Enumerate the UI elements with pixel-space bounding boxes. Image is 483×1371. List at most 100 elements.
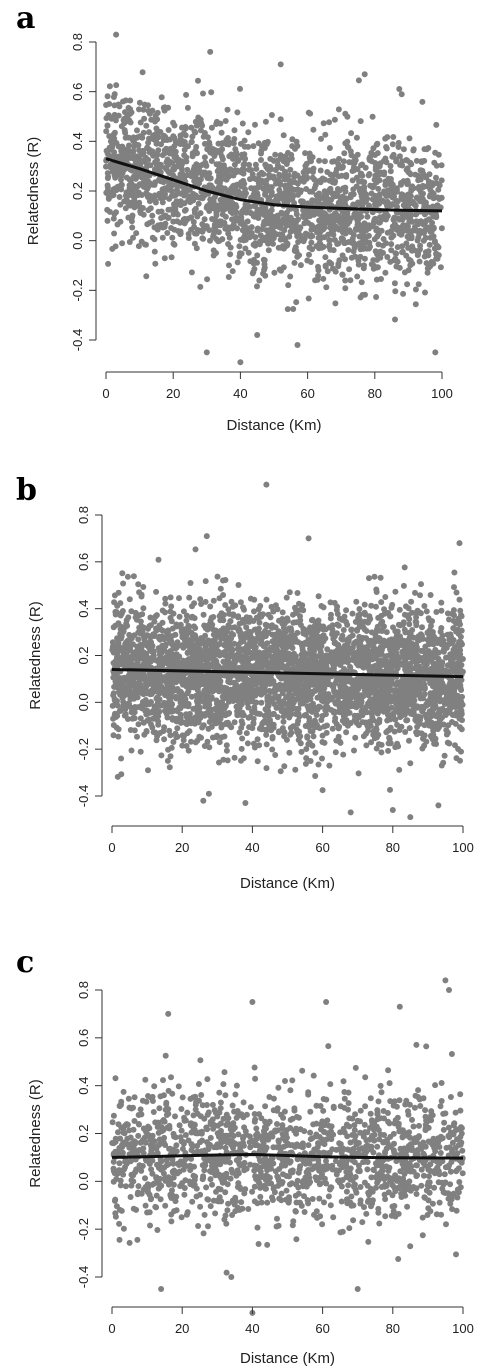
data-point xyxy=(103,102,110,108)
data-point xyxy=(165,214,172,221)
data-point xyxy=(265,247,272,254)
y-tick-label: -0.4 xyxy=(70,329,85,351)
data-point xyxy=(330,231,337,238)
data-point xyxy=(162,220,169,227)
data-point xyxy=(352,734,359,741)
data-point xyxy=(165,127,172,133)
data-point xyxy=(116,103,123,110)
data-point xyxy=(239,682,246,689)
data-point xyxy=(153,150,160,157)
data-point xyxy=(294,253,301,260)
data-point xyxy=(117,218,124,225)
data-point xyxy=(118,186,125,193)
data-point xyxy=(255,215,262,221)
data-point xyxy=(271,269,278,276)
data-point xyxy=(274,162,281,169)
data-point xyxy=(258,699,265,706)
data-point xyxy=(287,725,294,731)
data-point xyxy=(339,223,346,230)
data-point xyxy=(372,248,379,255)
data-point xyxy=(140,211,147,218)
data-point xyxy=(238,250,245,257)
data-point xyxy=(363,239,370,246)
data-point xyxy=(357,178,364,185)
data-point xyxy=(209,216,216,222)
data-point xyxy=(412,618,419,625)
data-point xyxy=(199,227,206,234)
data-point xyxy=(250,143,257,150)
data-point xyxy=(268,207,275,214)
data-point xyxy=(307,110,314,117)
data-point xyxy=(213,221,220,228)
data-point xyxy=(293,299,300,306)
data-point xyxy=(418,189,424,196)
data-point xyxy=(432,349,439,356)
data-point xyxy=(344,113,351,120)
y-tick-label: 0.4 xyxy=(70,132,85,150)
data-point xyxy=(231,754,238,761)
data-point xyxy=(216,595,223,602)
data-point xyxy=(171,122,178,129)
data-point xyxy=(188,124,195,131)
data-point xyxy=(214,573,221,580)
data-point xyxy=(369,113,376,120)
x-tick-label: 40 xyxy=(233,386,247,401)
data-point xyxy=(354,273,361,280)
data-point xyxy=(375,241,382,248)
data-point xyxy=(376,163,383,170)
data-point xyxy=(227,244,234,251)
data-point xyxy=(339,163,346,170)
data-point xyxy=(407,262,414,269)
data-point xyxy=(182,206,189,213)
data-point xyxy=(412,286,419,293)
data-point xyxy=(227,618,234,625)
data-point xyxy=(141,731,148,738)
data-point xyxy=(246,234,253,241)
data-point xyxy=(231,719,238,726)
data-point xyxy=(192,546,199,553)
data-point xyxy=(287,189,294,196)
data-point xyxy=(308,232,315,239)
data-point xyxy=(399,158,406,165)
data-point xyxy=(152,260,159,267)
data-point xyxy=(222,118,229,124)
data-point xyxy=(382,178,389,185)
data-point xyxy=(391,280,398,287)
data-point xyxy=(366,155,373,162)
data-point xyxy=(275,628,282,635)
data-point xyxy=(138,593,145,600)
data-point xyxy=(421,230,427,236)
data-point xyxy=(111,111,118,118)
data-point xyxy=(383,144,390,150)
data-point xyxy=(160,213,167,220)
data-point xyxy=(438,194,445,201)
data-point xyxy=(147,205,154,212)
data-point xyxy=(106,83,113,90)
data-point xyxy=(185,235,192,241)
data-point xyxy=(168,603,175,610)
data-point xyxy=(201,216,208,223)
data-point xyxy=(374,150,381,157)
data-point xyxy=(330,247,337,254)
data-point xyxy=(191,170,198,177)
data-point xyxy=(236,243,243,250)
data-point xyxy=(207,603,214,610)
data-point xyxy=(339,193,346,200)
data-point xyxy=(119,143,125,150)
data-point xyxy=(388,241,395,248)
data-point xyxy=(342,285,349,292)
data-point xyxy=(201,154,208,161)
data-point xyxy=(105,195,112,202)
data-point xyxy=(437,264,444,271)
data-point xyxy=(252,234,259,241)
data-point xyxy=(272,752,279,758)
data-point xyxy=(122,205,129,212)
data-point xyxy=(418,632,425,639)
data-point xyxy=(361,609,368,616)
data-point xyxy=(349,177,356,184)
data-point xyxy=(224,135,231,141)
data-point xyxy=(118,771,125,778)
panel-letter: a xyxy=(16,1,35,36)
data-point xyxy=(360,231,367,238)
data-point xyxy=(254,710,261,717)
